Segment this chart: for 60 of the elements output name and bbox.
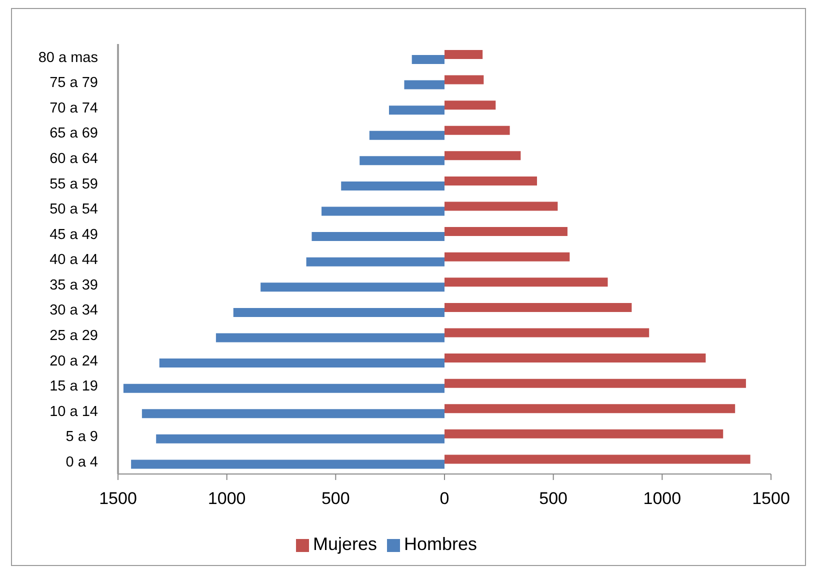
bar (216, 333, 444, 342)
legend-label: Mujeres (312, 534, 377, 554)
bar (404, 80, 444, 90)
x-tick-label: 500 (539, 489, 568, 508)
x-tick-label: 1000 (208, 489, 246, 508)
bar (444, 50, 483, 59)
legend-label: Hombres (404, 534, 478, 554)
bar (444, 429, 724, 438)
x-tick-label: 500 (321, 489, 350, 508)
bar (444, 75, 484, 84)
y-tick-label: 15 a 19 (50, 378, 98, 395)
bar (412, 55, 444, 64)
bar (444, 278, 608, 287)
bar (444, 176, 538, 186)
bar (306, 257, 444, 266)
bar (312, 232, 444, 242)
x-tick-label: 1500 (752, 489, 790, 508)
bar (444, 354, 706, 363)
bar (444, 378, 746, 388)
y-tick-label: 25 a 29 (50, 328, 98, 344)
y-tick-label: 75 a 79 (50, 75, 98, 92)
bar (260, 282, 444, 292)
y-tick-label: 55 a 59 (50, 176, 98, 192)
bar (444, 252, 570, 262)
bar (444, 126, 510, 135)
bar (131, 460, 444, 469)
y-tick-label: 30 a 34 (50, 302, 98, 319)
bar (341, 181, 444, 190)
y-tick-label: 35 a 39 (50, 277, 98, 294)
bar (388, 106, 444, 115)
bar (322, 206, 444, 216)
y-tick-label: 70 a 74 (50, 100, 98, 116)
y-tick-label: 20 a 24 (50, 353, 98, 370)
x-tick-label: 1000 (643, 489, 682, 508)
y-tick-label: 80 a mas (38, 50, 98, 66)
y-tick-label: 50 a 54 (50, 202, 98, 218)
bar (123, 384, 444, 393)
bar (369, 130, 444, 140)
y-tick-label: 45 a 49 (50, 226, 98, 243)
y-tick-label: 60 a 64 (50, 150, 98, 167)
bar (444, 302, 632, 312)
bar (142, 409, 444, 418)
y-tick-label: 40 a 44 (50, 252, 98, 268)
bar (360, 156, 444, 166)
y-tick-label: 65 a 69 (50, 126, 98, 142)
bar (233, 308, 444, 317)
bar (444, 404, 736, 414)
y-tick-label: 5 a 9 (66, 429, 98, 446)
y-tick-label: 0 a 4 (66, 454, 98, 470)
bar (444, 454, 750, 464)
bar (444, 151, 521, 160)
y-tick-label: 10 a 14 (50, 404, 98, 420)
x-tick-label: 1500 (99, 489, 137, 508)
bar (444, 328, 650, 338)
bar (444, 202, 558, 211)
x-tick-label: 0 (440, 489, 450, 508)
bar (444, 100, 496, 110)
bar (159, 358, 444, 368)
bar (156, 434, 444, 444)
bar (444, 227, 568, 236)
